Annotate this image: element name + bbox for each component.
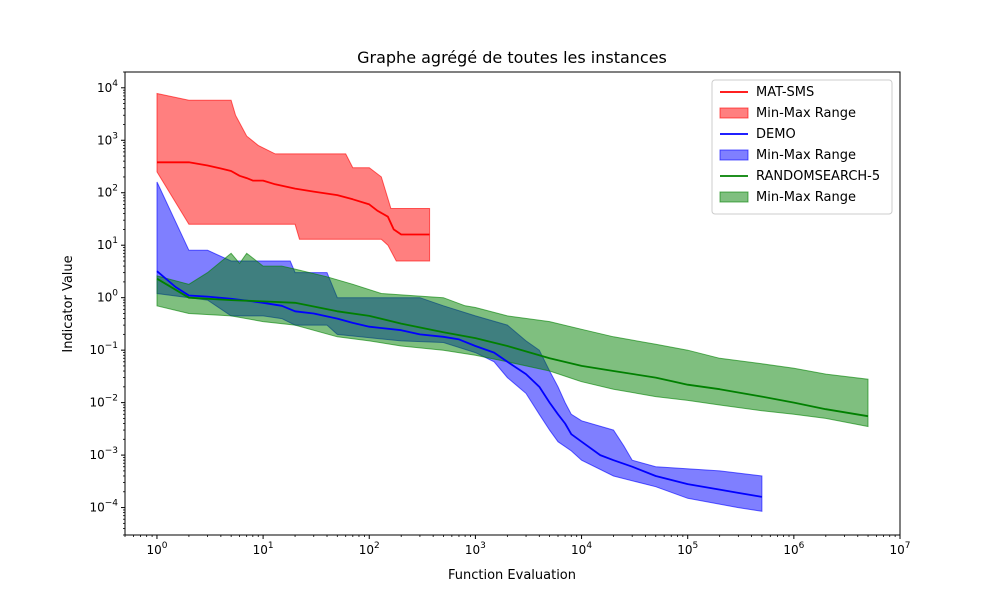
y-tick-label: 10−3	[89, 446, 118, 462]
legend-label-demo: DEMO	[756, 127, 796, 142]
series-line-mat-sms	[157, 161, 430, 236]
y-tick-label: 10−1	[89, 341, 118, 357]
x-axis-ticks: 100 101 102 103 104 105 106 107	[124, 535, 911, 557]
range-band-mat-sms	[156, 92, 431, 262]
legend-band-swatch-demo	[719, 149, 749, 161]
series-line-demo	[156, 270, 763, 498]
y-tick-label: 10−2	[89, 394, 118, 410]
x-tick-label: 106	[783, 541, 804, 557]
y-axis-ticks: 10−4 10−3 10−2 10−1 100 101 102 103 104	[89, 71, 125, 536]
legend-label-mat-sms: MAT-SMS	[756, 85, 814, 100]
legend-band-swatch-randomsearch-5	[719, 191, 749, 203]
x-tick-label: 103	[465, 541, 486, 557]
x-tick-label: 100	[146, 541, 167, 557]
y-tick-label: 104	[97, 79, 118, 95]
y-axis-label: Indicator Value	[61, 255, 76, 352]
y-tick-label: 100	[97, 289, 118, 305]
plot-area-frame	[124, 71, 901, 536]
legend-label-range-demo: Min-Max Range	[756, 148, 856, 163]
range-band-randomsearch-5	[156, 252, 869, 428]
y-tick-label: 101	[97, 236, 118, 252]
x-tick-label: 102	[359, 541, 380, 557]
x-tick-label: 107	[889, 541, 910, 557]
legend-box	[711, 79, 893, 215]
x-tick-label: 105	[677, 541, 698, 557]
y-tick-label: 10−4	[89, 499, 118, 515]
y-tick-label: 102	[97, 184, 118, 200]
series-line-randomsearch-5	[156, 277, 869, 418]
legend-band-swatch-mat-sms	[719, 107, 749, 119]
legend-label-randomsearch-5: RANDOMSEARCH-5	[756, 169, 880, 184]
x-tick-label: 101	[253, 541, 274, 557]
x-tick-label: 104	[571, 541, 592, 557]
range-bands	[156, 92, 869, 512]
x-axis-label: Function Evaluation	[448, 568, 576, 583]
legend: MAT-SMS Min-Max Range DEMO Min-Max Range RAN…	[711, 79, 893, 215]
chart-title: Graphe agrégé de toutes les instances	[357, 48, 667, 67]
legend-label-range-randomsearch-5: Min-Max Range	[756, 190, 856, 205]
series-lines	[156, 161, 869, 498]
y-tick-label: 103	[97, 131, 118, 147]
legend-label-range-mat-sms: Min-Max Range	[756, 106, 856, 121]
